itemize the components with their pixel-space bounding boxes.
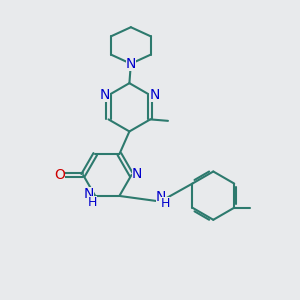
Text: H: H (161, 197, 170, 210)
Text: N: N (126, 57, 136, 71)
Text: N: N (149, 88, 160, 102)
Text: N: N (156, 190, 166, 204)
Text: O: O (54, 168, 65, 182)
Text: H: H (88, 196, 97, 209)
Text: N: N (99, 88, 110, 102)
Text: N: N (84, 188, 94, 202)
Text: N: N (132, 167, 142, 181)
